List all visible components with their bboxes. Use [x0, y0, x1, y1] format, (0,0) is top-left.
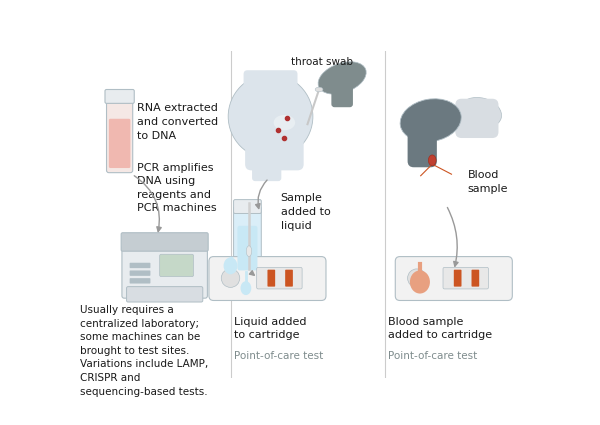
FancyBboxPatch shape [109, 119, 130, 168]
FancyBboxPatch shape [233, 200, 262, 213]
Ellipse shape [274, 115, 295, 130]
FancyBboxPatch shape [244, 70, 298, 101]
Ellipse shape [224, 258, 238, 274]
FancyBboxPatch shape [252, 153, 281, 181]
FancyBboxPatch shape [285, 270, 293, 286]
FancyBboxPatch shape [455, 99, 499, 138]
FancyBboxPatch shape [238, 226, 257, 270]
Ellipse shape [410, 270, 430, 294]
FancyBboxPatch shape [122, 246, 208, 298]
Ellipse shape [315, 87, 323, 92]
FancyBboxPatch shape [121, 233, 208, 251]
Text: Blood
sample: Blood sample [467, 170, 508, 194]
FancyBboxPatch shape [105, 90, 134, 103]
Circle shape [221, 269, 240, 287]
Text: PCR amplifies
DNA using
reagents and
PCR machines: PCR amplifies DNA using reagents and PCR… [137, 163, 216, 213]
Polygon shape [123, 237, 206, 248]
Ellipse shape [246, 246, 251, 257]
FancyBboxPatch shape [331, 84, 353, 107]
Text: Blood sample
added to cartridge: Blood sample added to cartridge [388, 317, 493, 340]
Ellipse shape [241, 281, 251, 295]
FancyBboxPatch shape [268, 270, 275, 286]
FancyBboxPatch shape [130, 263, 151, 268]
Text: Point-of-care test: Point-of-care test [388, 351, 478, 361]
FancyBboxPatch shape [209, 257, 326, 300]
Ellipse shape [460, 97, 502, 128]
FancyBboxPatch shape [454, 270, 461, 286]
FancyBboxPatch shape [395, 257, 512, 300]
FancyBboxPatch shape [472, 270, 479, 286]
Text: Point-of-care test: Point-of-care test [235, 351, 323, 361]
FancyBboxPatch shape [407, 120, 437, 167]
Circle shape [228, 74, 313, 159]
Ellipse shape [318, 62, 366, 94]
Text: Sample
added to
liquid: Sample added to liquid [281, 193, 331, 231]
Circle shape [407, 269, 426, 287]
FancyBboxPatch shape [233, 206, 262, 274]
Text: RNA extracted
and converted
to DNA: RNA extracted and converted to DNA [137, 103, 218, 141]
Ellipse shape [428, 155, 436, 166]
FancyBboxPatch shape [130, 278, 151, 283]
FancyBboxPatch shape [245, 133, 304, 170]
Polygon shape [300, 120, 311, 136]
Ellipse shape [400, 99, 461, 142]
FancyBboxPatch shape [257, 267, 302, 289]
FancyBboxPatch shape [443, 267, 488, 289]
Text: Usually requires a
centralized laboratory;
some machines can be
brought to test : Usually requires a centralized laborator… [80, 305, 209, 397]
Text: Liquid added
to cartridge: Liquid added to cartridge [235, 317, 307, 340]
FancyBboxPatch shape [130, 270, 151, 276]
FancyBboxPatch shape [127, 286, 203, 302]
Text: throat swab: throat swab [290, 57, 353, 67]
FancyBboxPatch shape [160, 254, 194, 277]
FancyBboxPatch shape [107, 95, 133, 173]
